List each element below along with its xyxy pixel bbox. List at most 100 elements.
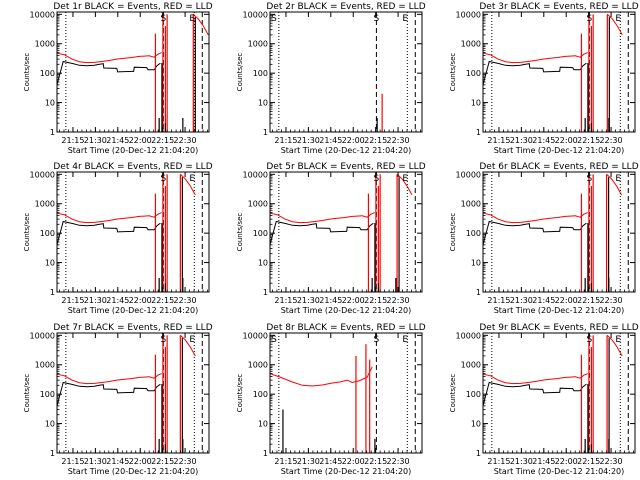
y-tick-label: 1000 (248, 361, 268, 370)
lld-series (270, 212, 375, 224)
x-tick-label: 22:15 (364, 457, 387, 466)
panel-3: Det 3r BLACK = Events, RED = LLD Counts/s… (449, 2, 639, 155)
y-tick-label: 100 (466, 390, 481, 399)
end-marker: E (402, 335, 408, 345)
start-marker: S (587, 14, 593, 24)
y-axis-label: Counts/sec (23, 374, 31, 413)
x-tick-label: 22:30 (387, 457, 410, 466)
y-tick-label: 10 (45, 99, 55, 108)
start-marker: S (374, 14, 380, 24)
panel-title: Det 2r BLACK = Events, RED = LLD (266, 2, 425, 12)
end-marker: E (189, 335, 195, 345)
events-series (483, 60, 587, 86)
x-tick-label: 22:30 (600, 136, 623, 145)
end-marker: E (615, 14, 621, 24)
y-tick-label: 10 (471, 259, 481, 268)
x-tick-label: 21:15 (487, 457, 510, 466)
y-tick-label: 1000 (35, 40, 55, 49)
data-layer (278, 12, 416, 132)
y-tick-label: 100 (253, 69, 268, 78)
x-tick-label: 21:30 (84, 136, 107, 145)
data-layer (483, 172, 629, 292)
x-tick-label: 22:30 (174, 296, 197, 305)
panel-2: Det 2r BLACK = Events, RED = LLD Counts/s… (236, 2, 426, 155)
panel-4: Det 4r BLACK = Events, RED = LLD Counts/s… (23, 162, 213, 315)
x-tick-label: 22:30 (174, 457, 197, 466)
x-tick-label: 22:00 (342, 136, 365, 145)
x-tick-label: 22:00 (129, 296, 152, 305)
x-tick-label: 22:00 (342, 457, 365, 466)
start-marker: S (161, 14, 167, 24)
y-tick-label: 1 (50, 288, 55, 297)
x-axis-label: Start Time (20-Dec-12 21:04:20) (68, 146, 199, 155)
events-series (57, 60, 161, 86)
lld-tail (192, 13, 209, 36)
x-tick-label: 22:15 (151, 136, 174, 145)
plot-frame (269, 171, 423, 293)
events-series (483, 381, 587, 407)
x-tick-label: 22:15 (151, 296, 174, 305)
data-layer (270, 172, 416, 292)
y-axis-label: Counts/sec (23, 213, 31, 252)
x-tick-label: 21:15 (61, 457, 84, 466)
x-tick-label: 21:15 (274, 136, 297, 145)
y-tick-label: 1000 (35, 200, 55, 209)
lld-tail (179, 334, 196, 357)
data-layer (57, 172, 203, 292)
y-tick-label: 10 (471, 99, 481, 108)
x-tick-label: 21:45 (319, 296, 342, 305)
start-marker: S (161, 335, 167, 345)
end-marker: E (615, 174, 621, 184)
y-tick-label: 10 (45, 259, 55, 268)
x-tick-label: 21:30 (84, 296, 107, 305)
y-tick-label: 10000 (243, 170, 268, 179)
plot-frame (56, 171, 210, 293)
panel-title: Det 4r BLACK = Events, RED = LLD (53, 162, 212, 172)
x-tick-label: 21:45 (106, 136, 129, 145)
panel-6: Det 6r BLACK = Events, RED = LLD Counts/s… (449, 162, 639, 315)
x-axis-label: Start Time (20-Dec-12 21:04:20) (281, 146, 412, 155)
x-axis-label: Start Time (20-Dec-12 21:04:20) (494, 306, 625, 315)
y-tick-label: 100 (466, 69, 481, 78)
x-tick-label: 21:15 (487, 296, 510, 305)
events-series (57, 220, 161, 246)
y-tick-label: 10000 (243, 10, 268, 19)
x-axis-label: Start Time (20-Dec-12 21:04:20) (281, 306, 412, 315)
plot-frame (482, 11, 636, 133)
panel-9: Det 9r BLACK = Events, RED = LLD Counts/s… (449, 323, 639, 476)
x-tick-label: 21:30 (510, 296, 533, 305)
x-axis-label: Start Time (20-Dec-12 21:04:20) (68, 467, 199, 476)
y-tick-label: 10000 (30, 170, 55, 179)
panel-title: Det 7r BLACK = Events, RED = LLD (53, 323, 212, 333)
y-tick-label: 10000 (30, 331, 55, 340)
lld-tail (396, 173, 413, 196)
data-layer (57, 12, 209, 132)
y-axis-label: Counts/sec (23, 53, 31, 92)
y-tick-label: 1 (476, 449, 481, 458)
panel-title: Det 8r BLACK = Events, RED = LLD (266, 323, 425, 333)
start-marker: S (587, 174, 593, 184)
start-marker-left: S (271, 335, 277, 345)
start-marker: S (587, 335, 593, 345)
y-tick-label: 100 (253, 229, 268, 238)
x-axis-label: Start Time (20-Dec-12 21:04:20) (494, 467, 625, 476)
lld-series (270, 366, 373, 387)
lld-tail (606, 173, 622, 196)
x-axis-label: Start Time (20-Dec-12 21:04:20) (281, 467, 412, 476)
end-marker: E (402, 174, 408, 184)
x-tick-label: 21:30 (84, 457, 107, 466)
y-tick-label: 10000 (456, 170, 481, 179)
panel-title: Det 1r BLACK = Events, RED = LLD (53, 2, 212, 12)
panel-1: Det 1r BLACK = Events, RED = LLD Counts/s… (23, 2, 213, 155)
x-tick-label: 22:15 (577, 296, 600, 305)
lld-series (57, 373, 162, 385)
y-tick-label: 100 (40, 229, 55, 238)
y-tick-label: 100 (466, 229, 481, 238)
x-tick-label: 22:30 (387, 136, 410, 145)
plot-frame (56, 332, 210, 454)
x-tick-label: 21:15 (274, 457, 297, 466)
x-tick-label: 22:15 (577, 457, 600, 466)
start-marker: S (161, 174, 167, 184)
end-marker: E (189, 174, 195, 184)
